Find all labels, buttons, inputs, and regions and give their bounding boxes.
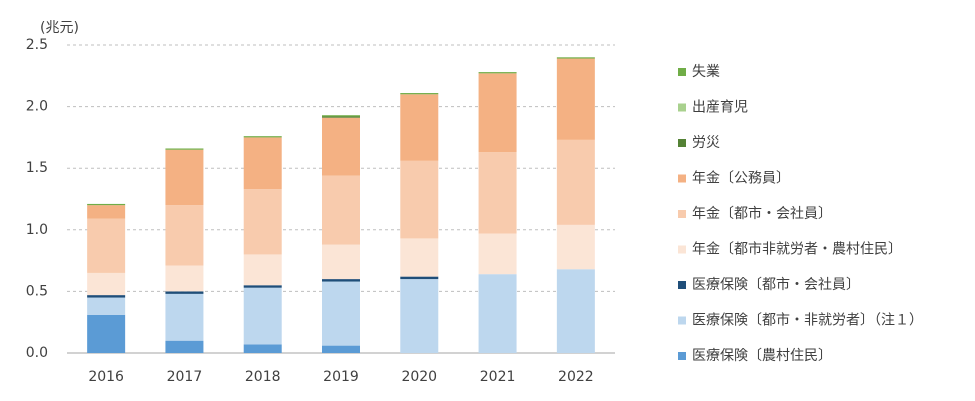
- bar-segment: [165, 205, 204, 266]
- bar-segment: [400, 93, 439, 95]
- bar-segment: [400, 238, 439, 277]
- bar-segment: [322, 116, 360, 118]
- bar-segment: [556, 269, 595, 353]
- bar-segment: [478, 72, 517, 74]
- legend-label: 医療保険〔都市・会社員〕: [692, 276, 860, 293]
- y-tick-label: 1.0: [26, 222, 48, 238]
- x-tick-label: 2016: [88, 369, 124, 385]
- bar-segment: [556, 57, 595, 59]
- bar-segment: [165, 149, 204, 206]
- legend-swatch: [678, 174, 686, 183]
- legend-swatch: [678, 68, 686, 76]
- bar-segment: [87, 218, 126, 273]
- bar-segment: [165, 148, 204, 150]
- bar-segment: [478, 73, 517, 153]
- bar-segment: [322, 281, 360, 346]
- bar-segment: [322, 244, 360, 280]
- legend-label: 年金〔都市・会社員〕: [692, 205, 832, 222]
- y-tick-label: 0.0: [26, 345, 48, 361]
- bar-segment: [165, 291, 204, 294]
- legend-swatch: [678, 103, 686, 112]
- bar-segment: [243, 137, 282, 190]
- x-tick-label: 2021: [480, 369, 516, 385]
- bar-segment: [87, 272, 126, 296]
- bar-segment: [322, 115, 360, 117]
- bar-segment: [243, 136, 282, 138]
- y-tick-label: 0.5: [26, 283, 48, 299]
- bar-segment: [243, 344, 282, 353]
- bar-segment: [243, 287, 282, 345]
- bar-segment: [400, 160, 439, 239]
- bar-segment: [87, 203, 126, 206]
- legend-label: 出産育児: [692, 100, 748, 116]
- bar-segment: [322, 117, 360, 176]
- legend-label: 医療保険〔都市・非就労者〕（注１）: [692, 312, 923, 329]
- bar-segment: [400, 279, 439, 353]
- y-tick-label: 2.5: [26, 37, 48, 53]
- bar-segment: [87, 295, 126, 298]
- legend-swatch: [678, 139, 686, 147]
- bar-segment: [556, 139, 595, 225]
- bar-segment: [322, 279, 360, 282]
- bar-segment: [556, 224, 595, 270]
- legend-swatch: [678, 245, 686, 254]
- x-tick-label: 2019: [323, 369, 359, 385]
- legend-label: 年金〔都市非就労者・農村住民〕: [692, 241, 902, 258]
- legend-label: 医療保険〔農村住民〕: [692, 347, 832, 364]
- legend-label: 失業: [692, 64, 720, 80]
- bar-segment: [322, 175, 360, 245]
- bar-segment: [165, 265, 204, 292]
- bar-segment: [87, 314, 126, 353]
- bar-segment: [478, 274, 517, 353]
- bar-segment: [478, 233, 517, 275]
- bar-segment: [87, 205, 126, 219]
- legend-swatch: [678, 281, 686, 289]
- legend-swatch: [678, 210, 686, 218]
- bar-segment: [165, 293, 204, 341]
- bar-segment: [400, 276, 439, 280]
- x-tick-label: 2017: [167, 369, 203, 385]
- y-tick-label: 2.0: [26, 99, 48, 115]
- legend-swatch: [678, 352, 686, 360]
- bar-segment: [87, 297, 126, 315]
- x-tick-label: 2018: [245, 369, 281, 385]
- bar-segment: [400, 94, 439, 161]
- x-tick-label: 2020: [401, 369, 437, 385]
- bar-segment: [478, 152, 517, 234]
- bar-segment: [556, 58, 595, 140]
- bar-segment: [322, 345, 360, 353]
- y-axis-label: (兆元): [40, 20, 79, 36]
- legend-swatch: [678, 316, 686, 325]
- bar-segment: [165, 340, 204, 353]
- bar-segment: [243, 254, 282, 286]
- legend-label: 年金〔公務員〕: [692, 171, 790, 187]
- bar-segment: [243, 189, 282, 255]
- x-tick-label: 2022: [558, 369, 594, 385]
- bar-segment: [243, 285, 282, 288]
- legend-label: 労災: [692, 135, 720, 151]
- y-tick-label: 1.5: [26, 160, 48, 176]
